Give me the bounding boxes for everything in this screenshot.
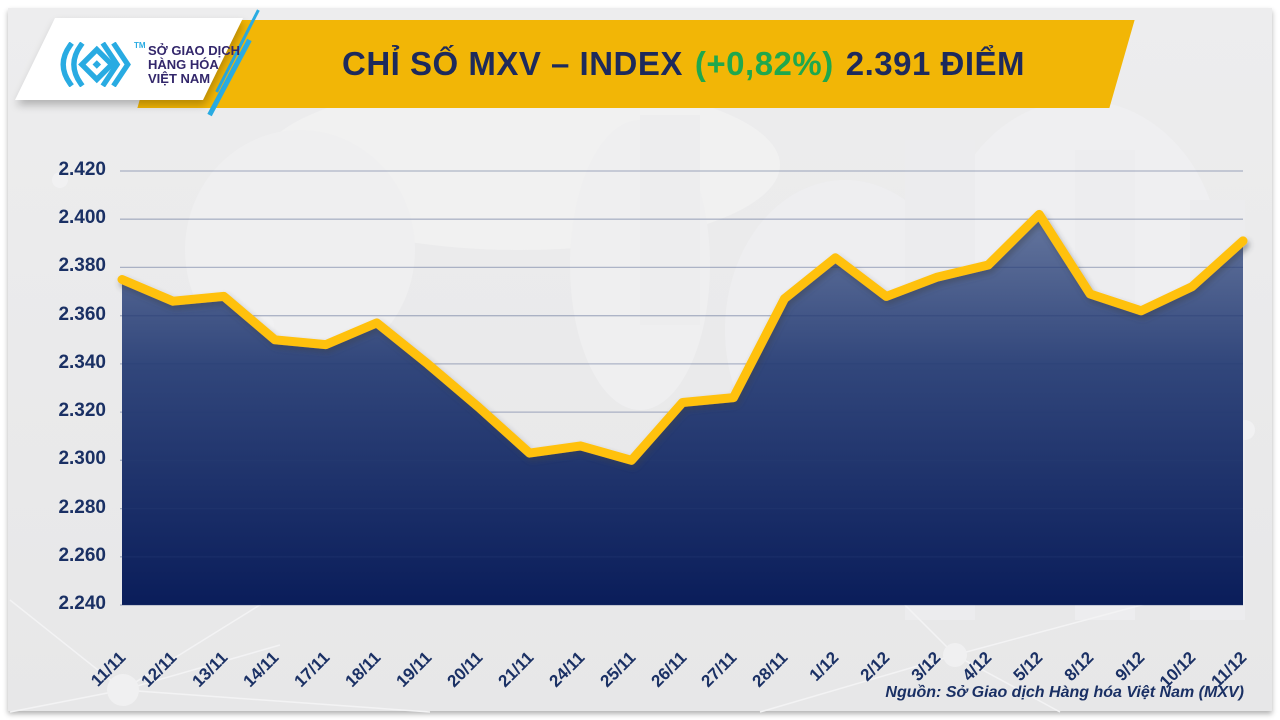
index-area-fill <box>122 214 1243 605</box>
y-tick-label: 2.240 <box>58 593 106 614</box>
y-tick-label: 2.260 <box>58 545 106 566</box>
y-tick-label: 2.420 <box>58 159 106 180</box>
gridlines <box>120 170 1243 606</box>
y-tick-label: 2.340 <box>58 352 106 373</box>
logo-text-line2: HÀNG HÓA <box>148 57 219 72</box>
mxv-logo-text: SỞ GIAO DỊCH HÀNG HÓA VIỆT NAM <box>148 44 240 86</box>
logo-text-line3: VIỆT NAM <box>148 71 211 86</box>
y-tick-label: 2.300 <box>58 448 106 469</box>
mxv-logo-icon <box>60 42 131 87</box>
logo-text-line1: SỞ GIAO DỊCH <box>148 43 240 58</box>
y-tick-label: 2.380 <box>58 255 106 276</box>
trademark-symbol: TM <box>134 41 146 50</box>
chart-title: CHỈ SỐ MXV – INDEX (+0,82%) 2.391 ĐIỂM <box>150 20 1122 108</box>
y-tick-label: 2.280 <box>58 497 106 518</box>
y-tick-label: 2.360 <box>58 304 106 325</box>
title-change: (+0,82%) <box>694 45 834 82</box>
title-main: CHỈ SỐ MXV – INDEX <box>342 45 683 82</box>
y-tick-label: 2.400 <box>58 207 106 228</box>
index-line <box>117 209 1248 465</box>
source-caption: Nguồn: Sở Giao dịch Hàng hóa Việt Nam (M… <box>885 684 1244 701</box>
title-banner: CHỈ SỐ MXV – INDEX (+0,82%) 2.391 ĐIỂM <box>137 20 1135 108</box>
title-value: 2.391 ĐIỂM <box>845 45 1025 82</box>
y-tick-label: 2.320 <box>58 400 106 421</box>
